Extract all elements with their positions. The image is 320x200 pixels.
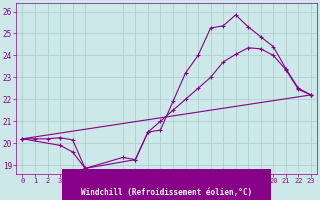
X-axis label: Windchill (Refroidissement éolien,°C): Windchill (Refroidissement éolien,°C) bbox=[81, 188, 252, 197]
